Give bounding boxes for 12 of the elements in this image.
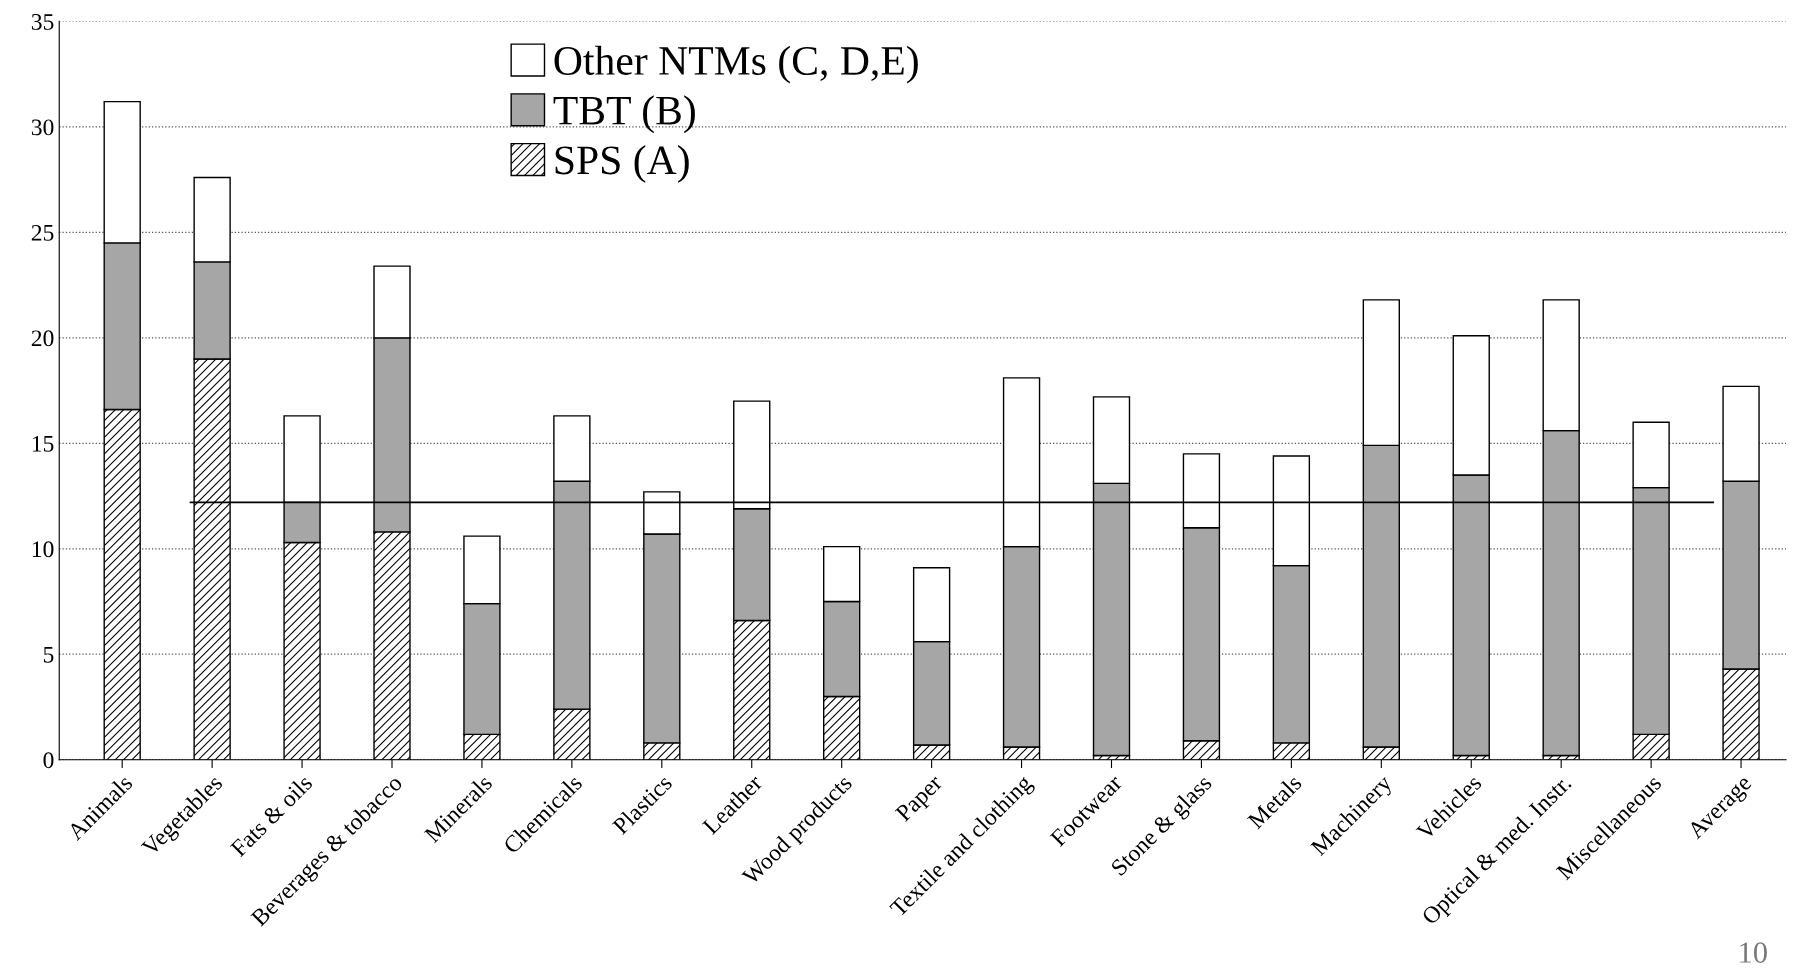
y-tick-label: 15: [32, 435, 54, 452]
y-tick-label: 10: [32, 541, 54, 558]
y-tick-label: 0: [43, 752, 54, 769]
y-tick-label: 30: [31, 119, 54, 136]
legend-label: SPS (A): [555, 145, 689, 183]
y-tick-label: 35: [31, 13, 54, 30]
text: 10: [1740, 942, 1767, 963]
legend-label: TBT (B): [553, 95, 695, 134]
y-tick-label: 25: [31, 224, 54, 241]
legend-label: Other NTMs (C, D,E): [554, 45, 918, 84]
y-tick-label: 5: [43, 646, 54, 663]
y-tick-label: 20: [31, 330, 54, 347]
